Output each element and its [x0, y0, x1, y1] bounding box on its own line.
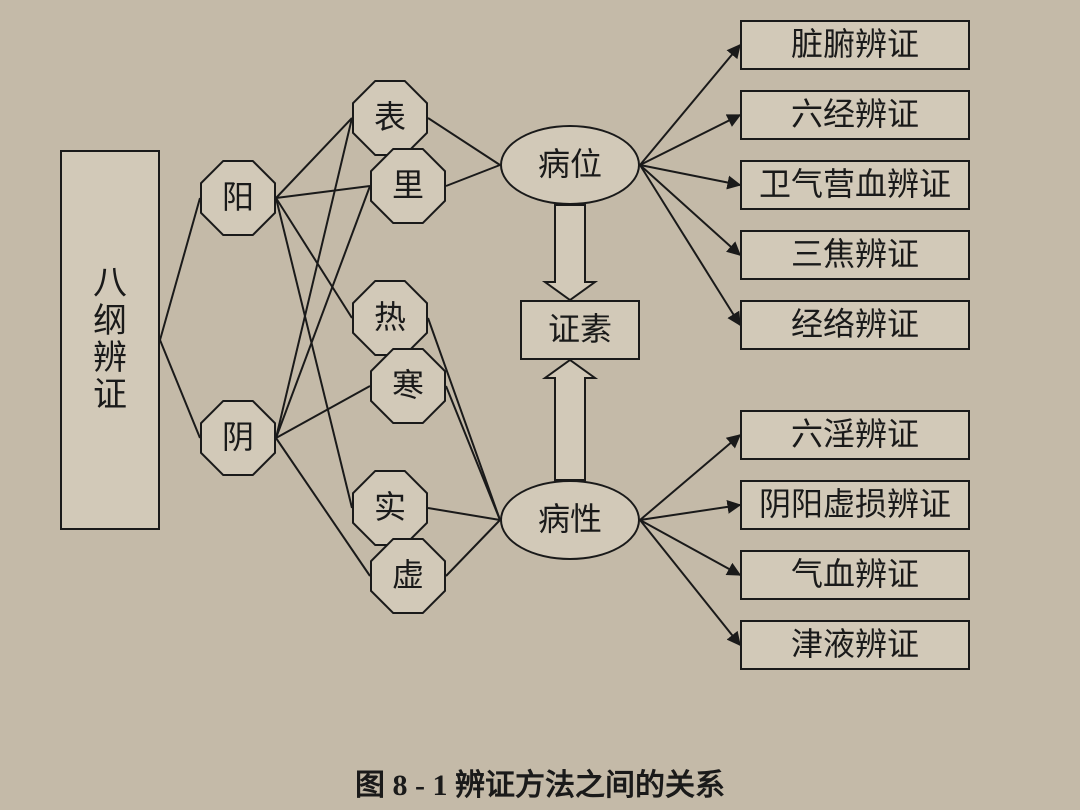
node-r9: 津液辨证 [740, 620, 970, 670]
node-yin: 阴 [200, 400, 276, 476]
node-zhengsu: 证素 [520, 300, 640, 360]
node-bingxing: 病性 [500, 480, 640, 560]
node-re: 热 [352, 280, 428, 356]
node-r6: 六淫辨证 [740, 410, 970, 460]
node-r7: 阴阳虚损辨证 [740, 480, 970, 530]
node-xu: 虚 [370, 538, 446, 614]
node-han: 寒 [370, 348, 446, 424]
node-root: 八 纲 辨 证 [60, 150, 160, 530]
node-biao: 表 [352, 80, 428, 156]
node-shi: 实 [352, 470, 428, 546]
node-r5: 经络辨证 [740, 300, 970, 350]
node-yang: 阳 [200, 160, 276, 236]
node-r8: 气血辨证 [740, 550, 970, 600]
node-bingwei: 病位 [500, 125, 640, 205]
node-li: 里 [370, 148, 446, 224]
node-r1: 脏腑辨证 [740, 20, 970, 70]
node-r4: 三焦辨证 [740, 230, 970, 280]
node-r2: 六经辨证 [740, 90, 970, 140]
figure-caption: 图 8 - 1 辨证方法之间的关系 [0, 760, 1080, 804]
node-r3: 卫气营血辨证 [740, 160, 970, 210]
